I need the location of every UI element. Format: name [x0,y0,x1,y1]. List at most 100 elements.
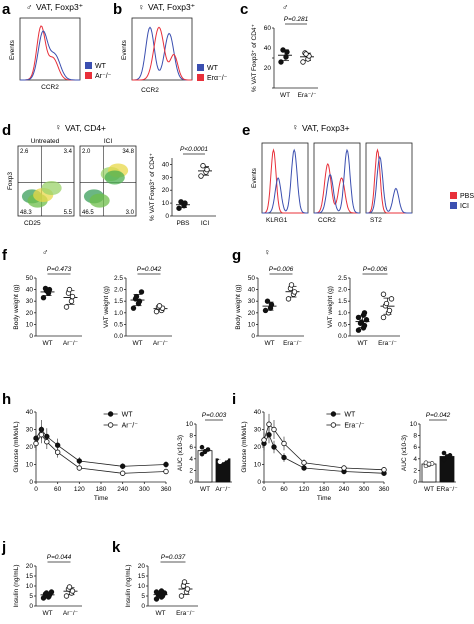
panel-g-bw-ytick-label: 0 [251,333,255,340]
panel-h-auc-point [199,444,205,450]
panel-j-point [43,590,50,596]
panel-f-bw-point [63,304,70,310]
panel-c-ytick-label: 40 [264,45,272,52]
panel-e-legend-swatch-1 [450,202,457,209]
panel-d-plot-pvalue: P<0.0001 [180,146,208,153]
panel-letter-a: a [2,1,11,18]
panel-b-legend-entry-1: Erα⁻/⁻ [207,75,228,82]
panel-j-ytick-label: 10 [26,583,34,590]
panel-j-ytick-label: 15 [26,573,34,580]
panel-j-point [48,589,55,595]
panel-f-bw-point [40,295,47,301]
sex-symbol-female: ♀ [138,2,144,12]
panel-d-plot-xtick-label: ICI [201,220,210,227]
panel-f-bw-ytick-label: 10 [26,321,34,328]
panel-d-ici-label: ICI [104,138,113,145]
panel-g-vat-ytick-label: 1.0 [338,310,347,317]
panel-k-ytick-label: 5 [141,593,145,600]
panel-d-flow-untreated-quadrant-ul: 2.6 [20,149,29,155]
panel-h-gtt-point-0 [119,463,126,469]
panel-g-bw-xtick-label: Era⁻/⁻ [283,340,302,347]
panel-letter-i: i [232,391,236,408]
panel-f-bw-ytick-label: 50 [26,275,34,282]
panel-g-bw-point [268,301,275,308]
panel-e-xlabel-1: KLRG1 [266,217,288,224]
panel-g-bw-ytick-label: 40 [248,287,256,294]
panel-h-gtt-point-1 [54,449,61,455]
panel-d-flow-untreated-quadrant-ll: 48.3 [20,210,32,216]
panel-b-ylabel: Events [121,39,128,60]
panel-h-gtt-point-0 [54,442,61,448]
panel-h-gtt-ylabel: Glucose (mMol/L) [13,421,20,472]
panel-d-flow-ici-quadrant-ur: 34.8 [122,149,134,155]
panel-h-gtt-xtick-label: 0 [34,486,38,493]
panel-h-gtt-point-1 [163,468,169,475]
panel-e-title: VAT, Foxp3+ [302,123,350,133]
panel-f-bw-point [66,286,73,293]
panel-d-plot-point [200,163,206,169]
panel-h-gtt-point-1 [119,470,126,476]
panel-k-pvalue: P=0.037 [161,554,186,561]
panel-h-gtt-ytick-label: 40 [26,409,34,416]
panel-g-bw-ylabel: Body weight (g) [235,284,242,329]
panel-g-vat-point [355,314,362,321]
panel-d-plot-xtick-label: PBS [176,220,190,227]
panel-c-ylabel: % VAT Foxp3⁺ of CD4⁺ [251,24,258,92]
panel-i-auc-point [441,457,447,463]
sex-symbol-male: ♂ [42,247,48,257]
panel-g-vat-point [358,319,365,325]
panel-k-xtick-label: WT [155,610,165,617]
panel-a-legend-swatch-0 [85,62,92,69]
panel-j-xtick-label: Ar⁻/⁻ [63,610,78,617]
panel-f-bw-ytick-label: 30 [26,298,34,305]
panel-b-xlabel: CCR2 [141,87,159,94]
panel-g-vat-ytick-label: 2.5 [338,275,347,282]
panel-g-vat-point [380,314,387,321]
panel-g-bw-pvalue: P=0.006 [269,266,294,273]
panel-e-histogram-1-curve-0 [262,148,308,214]
panel-j-ytick-label: 0 [29,603,33,610]
panel-d-untreated-label: Untreated [31,138,60,145]
panel-f-bw-xtick-label: Ar⁻/⁻ [63,340,78,347]
panel-letter-d: d [2,122,11,139]
panel-h-auc-ytick-label: 4 [189,456,193,463]
panel-h-gtt-point-1 [76,465,83,471]
panel-c-ytick-label: 20 [264,65,272,72]
panel-g-vat-point [383,300,390,307]
panel-j-ylabel: Insulin (ng/mL) [13,565,20,608]
panel-h-gtt-xlabel: Time [94,495,109,502]
panel-a-histogram-curve-0 [20,25,80,81]
panel-d-title: VAT, CD4+ [65,123,106,133]
panel-h-gtt-xtick-label: 360 [161,486,172,493]
panel-i-auc-ytick-label: 8 [413,433,417,440]
panel-a-histogram-curve-1 [20,30,80,81]
panel-e-histogram-2-frame [313,142,361,214]
panel-i-gtt-ytick-label: 40 [254,409,262,416]
panel-e-xlabel-2: CCR2 [318,217,336,224]
panel-h-gtt-ytick-label: 30 [26,427,34,434]
panel-i-auc-ytick-label: 10 [410,421,418,428]
panel-d-plot-ytick-label: 20 [162,187,170,194]
panel-g-bw-xtick-label: WT [264,340,274,347]
panel-f-vat-xtick-label: Ar⁻/⁻ [153,340,168,347]
panel-f-bw-ytick-label: 0 [29,333,33,340]
panel-i-gtt-ytick-label: 30 [254,427,262,434]
panel-f-vat-ytick-label: 1.0 [114,310,123,317]
panel-e-histogram-2-curve-0 [314,163,360,214]
panel-i-gtt-point-1 [341,465,347,471]
panel-j-xtick-label: WT [42,610,52,617]
panel-i-gtt-xtick-label: 0 [262,486,266,493]
panel-i-gtt-point-1 [281,440,287,447]
panel-f-bw-point [43,288,50,294]
panel-i-gtt-point-0 [271,444,277,450]
panel-i-auc-point [441,450,447,456]
panel-i-gtt-ytick-label: 0 [257,479,261,486]
panel-j-point [63,593,70,599]
panel-f-vat-ytick-label: 2.0 [114,287,123,294]
panel-g-vat-ytick-label: 0.0 [338,333,347,340]
panel-f-vat-xtick-label: WT [132,340,142,347]
panel-g-bw-ytick-label: 30 [248,298,256,305]
panel-d-flow-ici-density-4 [104,170,125,185]
panel-i-gtt-ylabel: Glucose (mMol/L) [241,421,248,472]
panel-i-gtt-point-1 [381,467,387,473]
